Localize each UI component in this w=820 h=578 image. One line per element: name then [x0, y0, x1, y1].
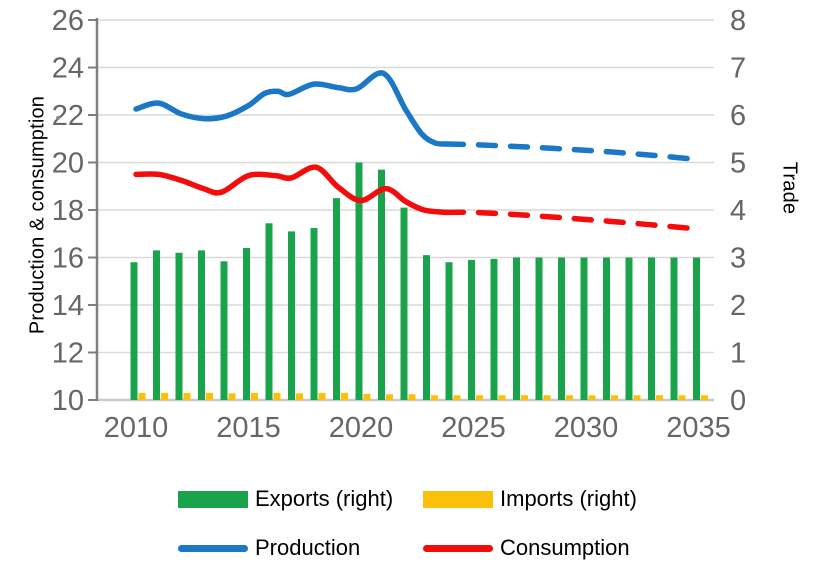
import-bar-2032 [633, 395, 641, 400]
export-bar-2021 [378, 169, 385, 400]
consumption-line-dashed-forecast [443, 209, 702, 232]
stray-dot [56, 116, 60, 120]
x-tick-label-2035: 2035 [666, 412, 731, 444]
y-right-tick-label-2: 2 [730, 290, 746, 322]
export-bar-2024 [445, 262, 453, 400]
export-bar-2018 [310, 228, 318, 400]
export-bar-2034 [670, 257, 678, 400]
import-bar-2020 [363, 393, 371, 400]
export-bar-2016 [265, 223, 273, 400]
import-bar-2017 [296, 393, 303, 400]
export-bar-2028 [535, 257, 543, 400]
y-left-tick-label-24: 24 [52, 53, 84, 85]
production-line-solid [133, 70, 450, 147]
import-bar-2016 [273, 392, 281, 400]
export-bar-2030 [580, 257, 588, 400]
y-left-tick-label-18: 18 [52, 195, 84, 227]
import-bar-2030 [588, 395, 596, 400]
import-bar-2029 [566, 395, 573, 400]
export-bar-2015 [243, 248, 250, 400]
consumption-line-solid [133, 164, 450, 216]
y-left-tick-label-10: 10 [52, 385, 84, 417]
import-bar-2010 [138, 392, 146, 400]
export-bar-2022 [400, 207, 408, 400]
import-bar-2028 [543, 395, 551, 400]
export-bar-2029 [558, 257, 565, 400]
export-bar-2014 [220, 261, 228, 400]
export-bar-2031 [603, 257, 610, 400]
export-bar-2019 [333, 198, 340, 400]
export-bar-2017 [288, 231, 295, 400]
import-bar-2022 [408, 394, 416, 400]
import-bar-2023 [431, 395, 438, 400]
import-bar-2035 [701, 395, 708, 400]
import-bar-2012 [183, 392, 191, 400]
x-tick-label-2030: 2030 [554, 412, 619, 444]
import-bar-2024 [453, 395, 461, 400]
export-bar-2020 [355, 162, 363, 400]
x-tick-label-2015: 2015 [216, 412, 281, 444]
import-bar-2021 [386, 394, 393, 400]
export-bar-2032 [625, 257, 633, 400]
y-right-tick-label-5: 5 [730, 148, 746, 180]
import-bar-2013 [206, 392, 213, 400]
export-bar-2013 [198, 250, 205, 400]
import-bar-2018 [318, 392, 326, 400]
import-bar-2034 [678, 395, 686, 400]
y-right-tick-label-8: 8 [730, 5, 746, 37]
y-right-tick-label-1: 1 [730, 338, 746, 370]
y-left-tick-label-14: 14 [52, 290, 84, 322]
export-bar-2023 [423, 255, 430, 400]
y-right-tick-label-4: 4 [730, 195, 746, 227]
y-left-tick-label-16: 16 [52, 243, 84, 275]
import-bar-2019 [341, 392, 348, 400]
export-bar-2033 [648, 257, 655, 400]
y-left-tick-label-12: 12 [52, 338, 84, 370]
y-left-tick-label-20: 20 [52, 148, 84, 180]
x-tick-label-2025: 2025 [441, 412, 506, 444]
x-tick-label-2020: 2020 [329, 412, 394, 444]
y-right-tick-label-7: 7 [730, 53, 746, 85]
import-bar-2025 [476, 395, 483, 400]
import-bar-2027 [521, 395, 528, 400]
x-tick-label-2010: 2010 [104, 412, 169, 444]
import-bar-2031 [611, 395, 618, 400]
export-bar-2026 [490, 258, 498, 400]
export-bar-2011 [153, 250, 160, 400]
export-bar-2035 [693, 257, 700, 400]
import-bar-2014 [228, 393, 236, 400]
y-right-tick-label-6: 6 [730, 100, 746, 132]
left-axis-title: Production & consumption [26, 95, 49, 335]
right-axis-title: Trade [778, 161, 801, 215]
export-bar-2012 [175, 252, 183, 400]
import-bar-2015 [251, 392, 258, 400]
production-line-dashed-forecast [443, 141, 702, 163]
export-bar-2010 [130, 262, 138, 400]
import-bar-2026 [498, 395, 506, 400]
y-left-tick-label-26: 26 [52, 5, 84, 37]
export-bar-2025 [468, 259, 475, 400]
import-bar-2033 [656, 395, 663, 400]
import-bar-2011 [161, 392, 168, 400]
y-right-tick-label-0: 0 [730, 385, 746, 417]
export-bar-2027 [513, 257, 520, 400]
y-right-tick-label-3: 3 [730, 243, 746, 275]
